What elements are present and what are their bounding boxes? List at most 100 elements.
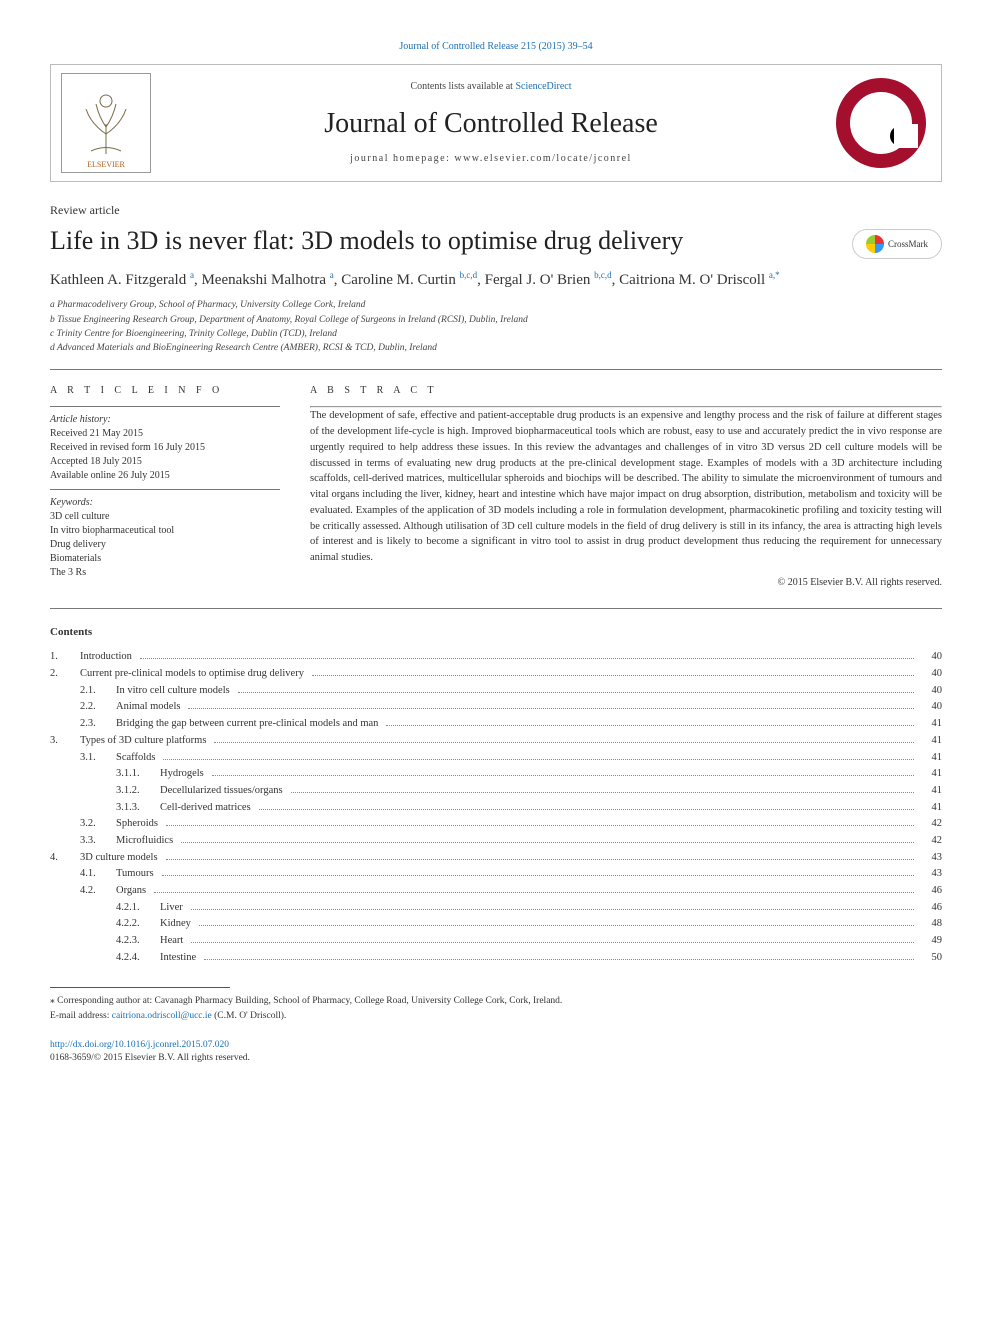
toc-page: 41	[918, 801, 942, 816]
toc-row[interactable]: 4.2.1.Liver46	[50, 901, 942, 916]
toc-page: 48	[918, 917, 942, 932]
toc-page: 41	[918, 784, 942, 799]
toc-number: 4.2.4.	[116, 951, 160, 966]
divider	[50, 489, 280, 490]
toc-number: 4.	[50, 851, 80, 866]
toc-row[interactable]: 4.1.Tumours43	[50, 867, 942, 882]
toc-number: 4.1.	[80, 867, 116, 882]
homepage-label: journal homepage:	[350, 153, 454, 164]
toc-leader-dots	[386, 725, 914, 726]
divider	[50, 608, 942, 609]
affiliation-line: a Pharmacodelivery Group, School of Phar…	[50, 299, 942, 312]
article-history-label: Article history:	[50, 413, 280, 427]
toc-number: 4.2.2.	[116, 917, 160, 932]
toc-number: 4.2.	[80, 884, 116, 899]
toc-page: 41	[918, 751, 942, 766]
toc-row[interactable]: 3.2.Spheroids42	[50, 817, 942, 832]
toc-page: 41	[918, 734, 942, 749]
toc-number: 4.2.3.	[116, 934, 160, 949]
email-label: E-mail address:	[50, 1011, 112, 1021]
toc-leader-dots	[140, 658, 914, 659]
toc-label: Tumours	[116, 867, 158, 882]
toc-label: Organs	[116, 884, 150, 899]
keywords-label: Keywords:	[50, 496, 280, 510]
toc-label: Microfluidics	[116, 834, 177, 849]
crossmark-badge[interactable]: CrossMark	[852, 229, 942, 259]
keyword-line: Drug delivery	[50, 538, 280, 552]
toc-label: Kidney	[160, 917, 195, 932]
toc-leader-dots	[162, 875, 914, 876]
toc-number: 3.3.	[80, 834, 116, 849]
journal-header: ELSEVIER Contents lists available at Sci…	[50, 64, 942, 182]
journal-citation[interactable]: Journal of Controlled Release 215 (2015)…	[50, 40, 942, 54]
elsevier-label: ELSEVIER	[87, 159, 125, 170]
toc-label: Heart	[160, 934, 187, 949]
contents-heading: Contents	[50, 625, 942, 640]
toc-row[interactable]: 3.1.1.Hydrogels41	[50, 767, 942, 782]
toc-row[interactable]: 3.3.Microfluidics42	[50, 834, 942, 849]
toc-leader-dots	[259, 809, 914, 810]
affiliation-line: c Trinity Centre for Bioengineering, Tri…	[50, 328, 942, 341]
toc-row[interactable]: 4.2.2.Kidney 48	[50, 917, 942, 932]
corresponding-author-text: ⁎ Corresponding author at: Cavanagh Phar…	[50, 994, 942, 1008]
history-line: Received in revised form 16 July 2015	[50, 441, 280, 455]
toc-number: 3.1.	[80, 751, 116, 766]
toc-label: 3D culture models	[80, 851, 162, 866]
keyword-line: Biomaterials	[50, 552, 280, 566]
abstract-column: A B S T R A C T The development of safe,…	[310, 384, 942, 590]
toc-row[interactable]: 3.1.2.Decellularized tissues/organs41	[50, 784, 942, 799]
toc-leader-dots	[191, 909, 914, 910]
keyword-line: 3D cell culture	[50, 510, 280, 524]
toc-row[interactable]: 4.2.3.Heart49	[50, 934, 942, 949]
footnote-divider	[50, 987, 230, 988]
toc-row[interactable]: 1.Introduction40	[50, 650, 942, 665]
toc-row[interactable]: 2.3.Bridging the gap between current pre…	[50, 717, 942, 732]
affiliation-line: d Advanced Materials and BioEngineering …	[50, 342, 942, 355]
elsevier-logo: ELSEVIER	[61, 73, 151, 173]
homepage-url[interactable]: www.elsevier.com/locate/jconrel	[454, 153, 631, 164]
toc-label: Decellularized tissues/organs	[160, 784, 287, 799]
toc-row[interactable]: 4.2.4.Intestine50	[50, 951, 942, 966]
toc-row[interactable]: 3.1.Scaffolds41	[50, 751, 942, 766]
toc-page: 40	[918, 684, 942, 699]
sciencedirect-link[interactable]: ScienceDirect	[515, 81, 571, 92]
doi-block: http://dx.doi.org/10.1016/j.jconrel.2015…	[50, 1039, 942, 1066]
toc-row[interactable]: 4.3D culture models 43	[50, 851, 942, 866]
toc-row[interactable]: 2.Current pre-clinical models to optimis…	[50, 667, 942, 682]
toc-number: 2.3.	[80, 717, 116, 732]
history-line: Received 21 May 2015	[50, 427, 280, 441]
toc-page: 43	[918, 851, 942, 866]
email-link[interactable]: caitriona.odriscoll@ucc.ie	[112, 1011, 212, 1021]
toc-leader-dots	[204, 959, 914, 960]
toc-label: Spheroids	[116, 817, 162, 832]
toc-label: In vitro cell culture models	[116, 684, 234, 699]
corresponding-author-footnote: ⁎ Corresponding author at: Cavanagh Phar…	[50, 994, 942, 1023]
toc-page: 41	[918, 717, 942, 732]
toc-page: 46	[918, 901, 942, 916]
toc-row[interactable]: 4.2.Organs46	[50, 884, 942, 899]
toc-leader-dots	[291, 792, 914, 793]
toc-leader-dots	[312, 675, 914, 676]
divider	[50, 369, 942, 370]
divider	[50, 406, 280, 407]
toc-row[interactable]: 2.2.Animal models40	[50, 700, 942, 715]
journal-name: Journal of Controlled Release	[324, 104, 658, 143]
elsevier-logo-cell: ELSEVIER	[51, 65, 161, 181]
toc-row[interactable]: 2.1.In vitro cell culture models40	[50, 684, 942, 699]
toc-leader-dots	[166, 859, 914, 860]
email-tail: (C.M. O' Driscoll).	[212, 1011, 287, 1021]
toc-row[interactable]: 3.1.3.Cell-derived matrices41	[50, 801, 942, 816]
keyword-line: In vitro biopharmaceutical tool	[50, 524, 280, 538]
toc-label: Intestine	[160, 951, 200, 966]
affiliations: a Pharmacodelivery Group, School of Phar…	[50, 299, 942, 355]
toc-row[interactable]: 3.Types of 3D culture platforms41	[50, 734, 942, 749]
issn-copyright-line: 0168-3659/© 2015 Elsevier B.V. All right…	[50, 1052, 942, 1065]
toc-leader-dots	[181, 842, 914, 843]
toc-label: Animal models	[116, 700, 184, 715]
doi-link[interactable]: http://dx.doi.org/10.1016/j.jconrel.2015…	[50, 1040, 229, 1050]
header-center: Contents lists available at ScienceDirec…	[161, 65, 821, 181]
toc-number: 1.	[50, 650, 80, 665]
toc-number: 3.1.3.	[116, 801, 160, 816]
toc-leader-dots	[214, 742, 914, 743]
keyword-line: The 3 Rs	[50, 566, 280, 580]
